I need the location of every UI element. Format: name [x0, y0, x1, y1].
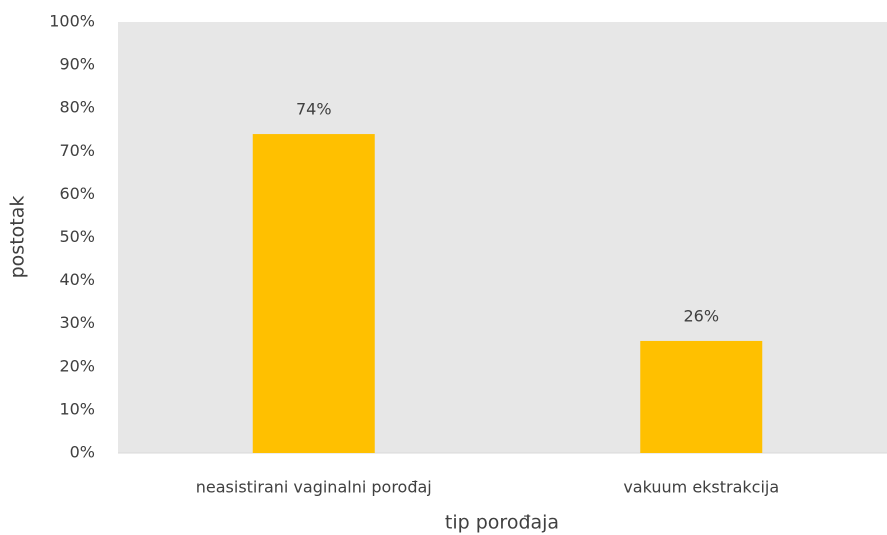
y-axis-title: postotak [7, 196, 29, 279]
y-tick-label: 90% [59, 55, 95, 74]
y-tick-label: 50% [59, 227, 95, 246]
plot-area [118, 22, 887, 453]
data-label: 26% [683, 306, 719, 325]
data-label: 74% [296, 100, 332, 119]
bar [640, 340, 763, 453]
x-tick-label: vakuum ekstrakcija [623, 478, 779, 497]
y-tick-label: 100% [49, 12, 95, 31]
y-tick-label: 80% [59, 98, 95, 117]
y-tick-label: 10% [59, 399, 95, 418]
bar [252, 134, 375, 453]
y-tick-label: 40% [59, 270, 95, 289]
y-tick-label: 30% [59, 313, 95, 332]
y-tick-label: 0% [70, 443, 95, 462]
y-tick-label: 70% [59, 141, 95, 160]
y-tick-label: 60% [59, 184, 95, 203]
x-tick-label: neasistirani vaginalni porođaj [196, 478, 432, 497]
y-tick-label: 20% [59, 356, 95, 375]
x-axis-title: tip porođaja [445, 512, 559, 534]
